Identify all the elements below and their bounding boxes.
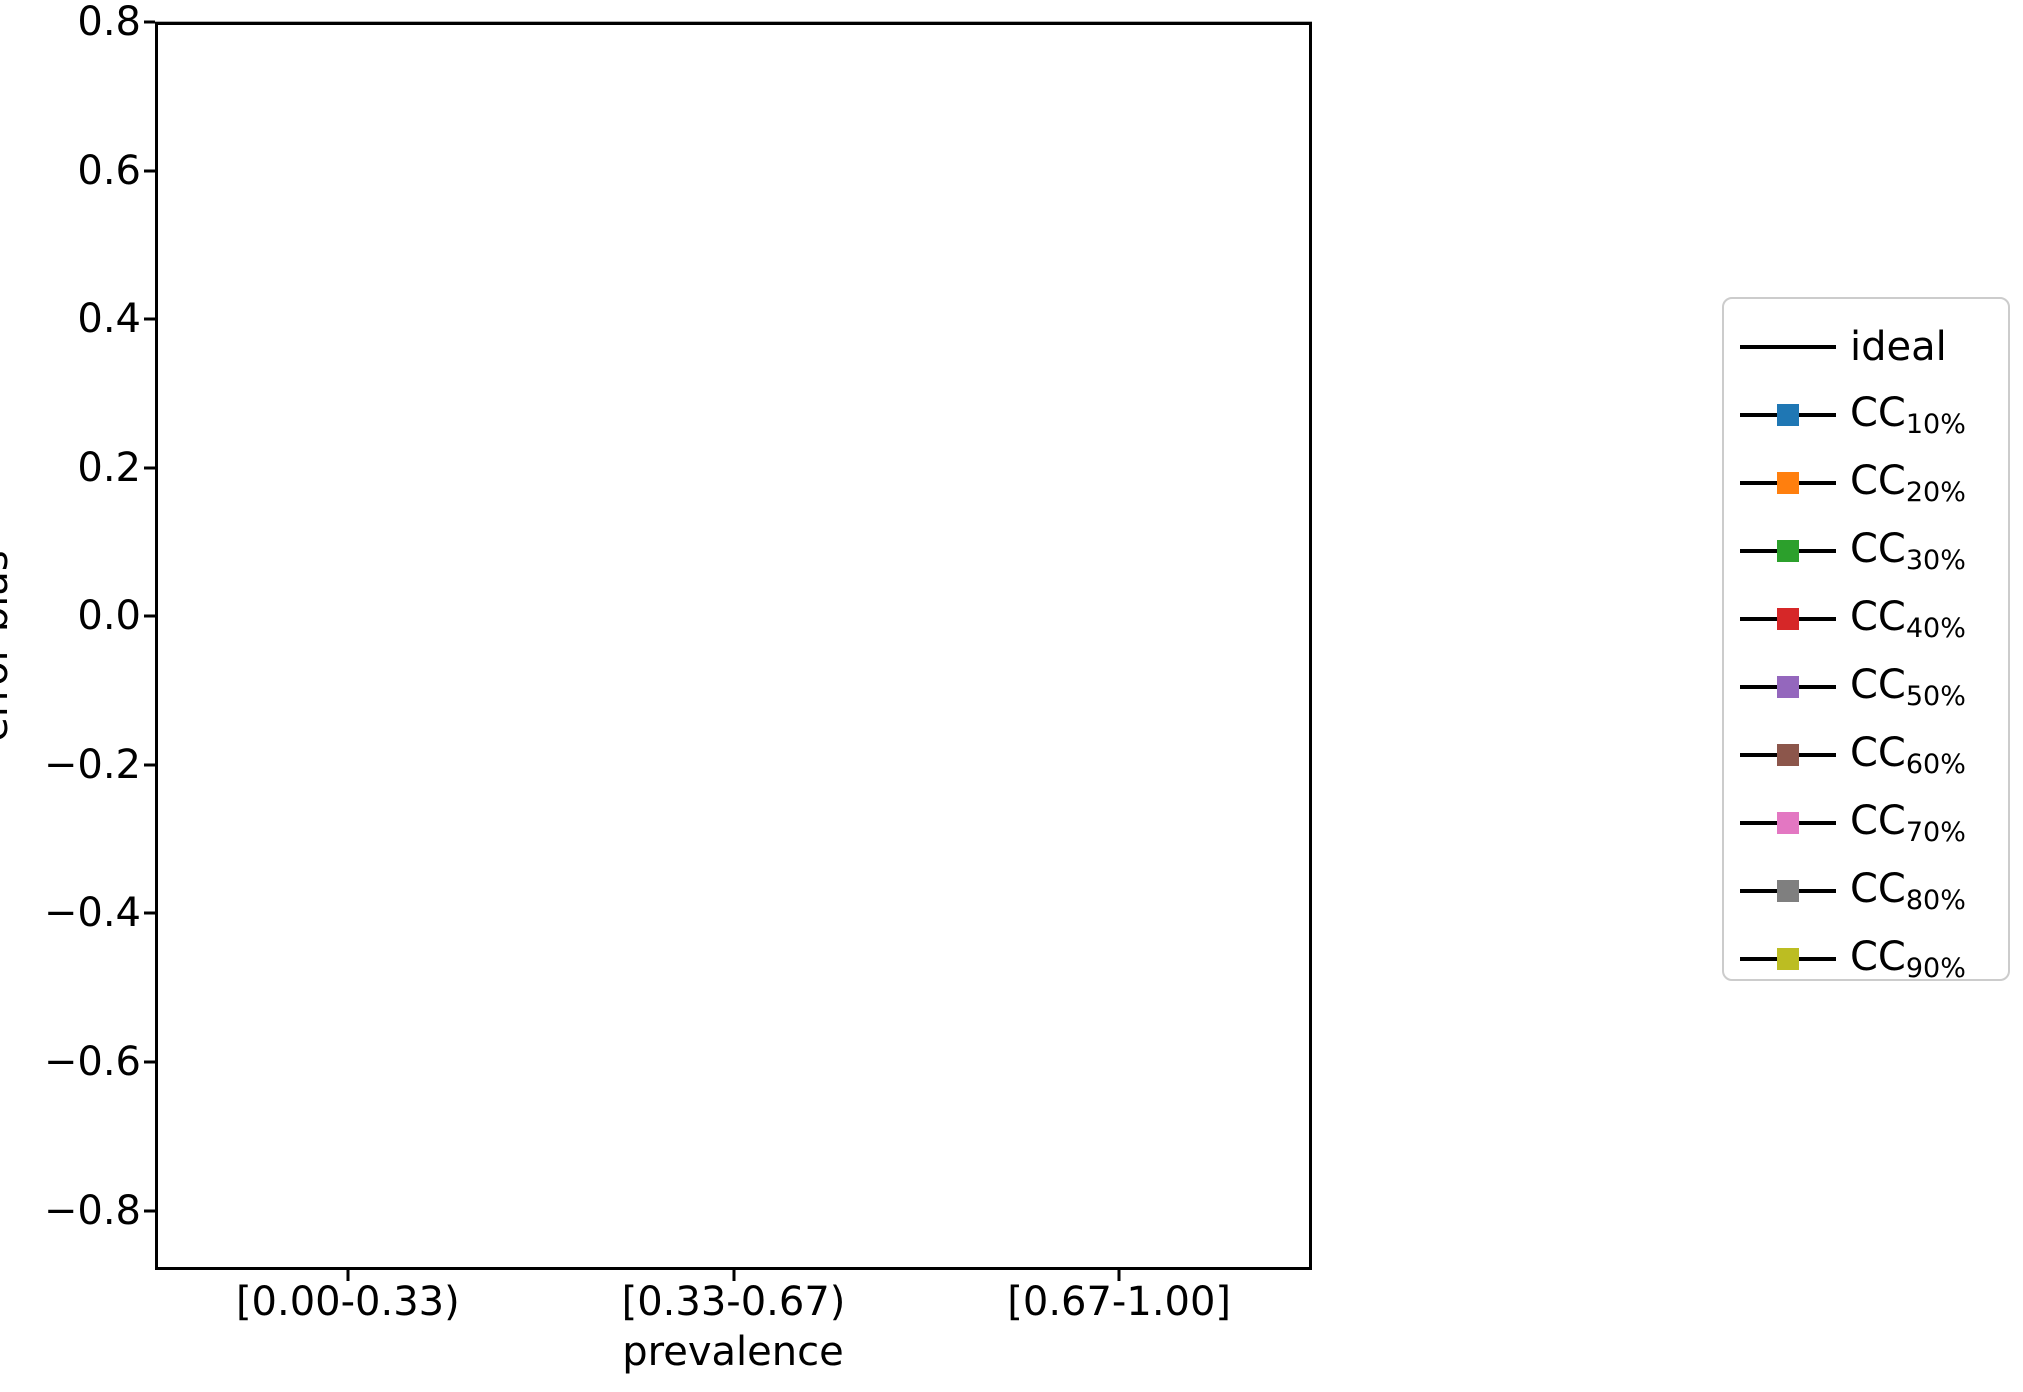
whisker-upper: [1271, 446, 1276, 499]
legend-item-subscript: 80%: [1905, 884, 1966, 916]
y-tick-label: −0.8: [43, 1187, 141, 1234]
legend-item-cc70[interactable]: CC70%: [1740, 789, 1992, 857]
y-tick-label: 0.8: [77, 0, 141, 45]
legend-item-subscript: 60%: [1905, 748, 1966, 780]
plot-area: [155, 21, 1312, 1270]
legend-item-label: CC40%: [1850, 593, 1966, 644]
y-tick-mark: [144, 614, 155, 618]
x-tick-mark: [1117, 1270, 1121, 1281]
legend-item-subscript: 20%: [1905, 476, 1966, 508]
legend-item-subscript: 50%: [1905, 680, 1966, 712]
legend-item-subscript: 90%: [1905, 952, 1966, 984]
y-tick-mark: [144, 20, 155, 24]
legend-swatch-icon: [1740, 672, 1836, 702]
whisker-lower: [1271, 589, 1276, 628]
y-tick-mark: [144, 466, 155, 470]
cap-upper: [1260, 444, 1286, 449]
x-tick-label: [0.67-1.00]: [1007, 1279, 1232, 1325]
legend-swatch-icon: [1740, 876, 1836, 906]
y-tick-label: −0.2: [43, 741, 141, 788]
y-axis-label: error bias: [0, 550, 17, 742]
y-tick-label: 0.4: [77, 296, 141, 343]
legend-swatch-icon: [1740, 944, 1836, 974]
legend-swatch-icon: [1740, 400, 1836, 430]
y-tick-label: 0.0: [77, 593, 141, 640]
y-tick-mark: [144, 911, 155, 915]
legend-item-label: ideal: [1850, 324, 1947, 370]
legend-swatch-icon: [1740, 332, 1836, 362]
legend-item-cc10[interactable]: CC10%: [1740, 381, 1992, 449]
x-tick-label: [0.00-0.33): [235, 1279, 460, 1325]
legend-item-subscript: 30%: [1905, 544, 1966, 576]
legend-item-cc40[interactable]: CC40%: [1740, 585, 1992, 653]
legend-item-cc80[interactable]: CC80%: [1740, 857, 1992, 925]
y-tick-label: 0.6: [77, 147, 141, 194]
legend-item-cc20[interactable]: CC20%: [1740, 449, 1992, 517]
y-tick-mark: [144, 169, 155, 173]
y-tick-mark: [144, 763, 155, 767]
legend-item-label: CC80%: [1850, 865, 1966, 916]
x-axis-label: prevalence: [622, 1329, 844, 1375]
legend-item-ideal[interactable]: ideal: [1740, 313, 1992, 381]
y-tick-label: −0.4: [43, 890, 141, 937]
y-tick-mark: [144, 317, 155, 321]
legend-item-cc60[interactable]: CC60%: [1740, 721, 1992, 789]
y-tick-label: −0.6: [43, 1039, 141, 1085]
x-tick-mark: [732, 1270, 735, 1281]
legend-item-label: CC20%: [1850, 457, 1966, 508]
x-tick-mark: [346, 1270, 350, 1281]
legend-item-label: CC90%: [1850, 933, 1966, 984]
legend-item-label: CC60%: [1850, 729, 1966, 780]
x-tick-label: [0.33-0.67): [621, 1279, 846, 1325]
legend-item-cc90[interactable]: CC90%: [1740, 925, 1992, 993]
legend-box[interactable]: ideal CC10% CC20% CC30% CC40% CC50% CC60% CC70%…: [1722, 297, 2010, 981]
legend-item-label: CC50%: [1850, 661, 1966, 712]
legend-item-label: CC10%: [1850, 389, 1966, 440]
y-tick-label: 0.2: [77, 444, 141, 491]
legend-item-subscript: 40%: [1905, 612, 1966, 644]
y-tick-mark: [144, 1209, 155, 1213]
y-tick-mark: [144, 1060, 155, 1064]
legend-item-cc30[interactable]: CC30%: [1740, 517, 1992, 585]
legend-swatch-icon: [1740, 604, 1836, 634]
legend-swatch-icon: [1740, 468, 1836, 498]
legend-item-label: CC30%: [1850, 525, 1966, 576]
legend-item-subscript: 10%: [1905, 408, 1966, 440]
legend-item-subscript: 70%: [1905, 816, 1966, 848]
median-line: [1261, 542, 1286, 547]
legend-swatch-icon: [1740, 740, 1836, 770]
legend-swatch-icon: [1740, 536, 1836, 566]
boxplot-box: [155, 22, 1312, 1270]
legend-item-cc50[interactable]: CC50%: [1740, 653, 1992, 721]
cap-lower: [1260, 625, 1286, 630]
legend-swatch-icon: [1740, 808, 1836, 838]
legend-item-label: CC70%: [1850, 797, 1966, 848]
